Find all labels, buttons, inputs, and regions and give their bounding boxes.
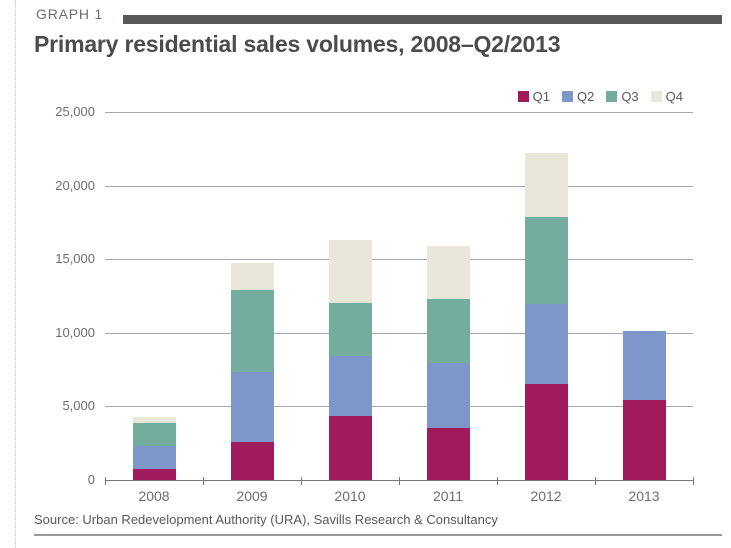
bar-segment-Q3-2008: [132, 423, 176, 446]
y-axis-tick-label: 25,000: [55, 104, 95, 119]
legend-swatch-q3: [606, 91, 618, 102]
bar-segment-Q2-2013: [622, 331, 666, 401]
y-axis-tick-label: 15,000: [55, 251, 95, 267]
bar-segment-Q1-2011: [426, 427, 470, 480]
x-axis-tick-label: 2012: [530, 488, 562, 504]
legend-item-q1: Q1: [517, 89, 550, 104]
bar-segment-Q3-2011: [426, 298, 470, 363]
chart-legend: Q1 Q2 Q3 Q4: [517, 89, 683, 104]
page-margin-rule: [15, 0, 16, 548]
gridline: [105, 259, 693, 261]
legend-item-q4: Q4: [650, 89, 683, 104]
bar-segment-Q2-2009: [230, 372, 274, 442]
bar-segment-Q1-2008: [132, 468, 176, 480]
x-axis-tick: [301, 477, 302, 485]
graph-number-label: GRAPH 1: [36, 6, 104, 22]
legend-item-q3: Q3: [606, 89, 639, 104]
bottom-rule: [34, 534, 722, 536]
bar-segment-Q4-2011: [426, 245, 470, 299]
y-axis-tick-label: 20,000: [55, 177, 95, 193]
legend-swatch-q4: [650, 91, 662, 102]
legend-swatch-q2: [561, 91, 573, 102]
legend-label-q4: Q4: [665, 89, 683, 104]
bar-segment-Q1-2010: [328, 415, 372, 480]
gridline: [105, 406, 693, 408]
x-axis-tick-label: 2013: [628, 488, 660, 504]
x-axis-tick: [693, 477, 694, 485]
bar-segment-Q2-2008: [132, 445, 176, 469]
x-axis-tick: [399, 477, 400, 485]
bar-segment-Q1-2012: [524, 383, 568, 480]
legend-label-q2: Q2: [576, 89, 595, 104]
y-axis-tick-label: 10,000: [55, 324, 95, 340]
x-axis-tick: [497, 477, 498, 485]
bar-segment-Q4-2012: [524, 153, 568, 218]
header-rule-bar: [123, 15, 722, 24]
x-axis-tick: [105, 477, 106, 485]
x-axis-tick-label: 2008: [138, 488, 170, 504]
gridline: [105, 185, 693, 187]
bar-segment-Q3-2009: [230, 290, 274, 373]
bar-segment-Q4-2009: [230, 262, 274, 291]
legend-item-q2: Q2: [561, 89, 595, 104]
y-axis-tick-label: 0: [87, 472, 95, 487]
bar-segment-Q2-2010: [328, 356, 372, 416]
legend-label-q3: Q3: [621, 89, 639, 104]
x-axis-tick: [595, 477, 596, 485]
bar-segment-Q3-2010: [328, 302, 372, 357]
gridline: [105, 112, 693, 113]
source-attribution: Source: Urban Redevelopment Authority (U…: [34, 512, 498, 527]
bar-segment-Q2-2011: [426, 362, 470, 428]
x-axis-tick: [203, 477, 204, 485]
bar-segment-Q1-2013: [622, 400, 666, 480]
bar-segment-Q1-2009: [230, 441, 274, 480]
x-axis-tick-label: 2009: [236, 488, 268, 504]
legend-label-q1: Q1: [532, 89, 550, 104]
x-axis-tick-label: 2010: [334, 488, 366, 504]
gridline: [105, 332, 693, 334]
chart-title: Primary residential sales volumes, 2008–…: [34, 31, 561, 57]
y-axis-tick-label: 5,000: [62, 398, 95, 414]
bar-segment-Q4-2008: [132, 416, 176, 424]
bar-segment-Q2-2012: [524, 304, 568, 384]
bar-segment-Q3-2012: [524, 217, 568, 305]
bar-segment-Q4-2010: [328, 240, 372, 303]
x-axis-tick-label: 2011: [432, 488, 464, 504]
legend-swatch-q1: [517, 91, 529, 102]
